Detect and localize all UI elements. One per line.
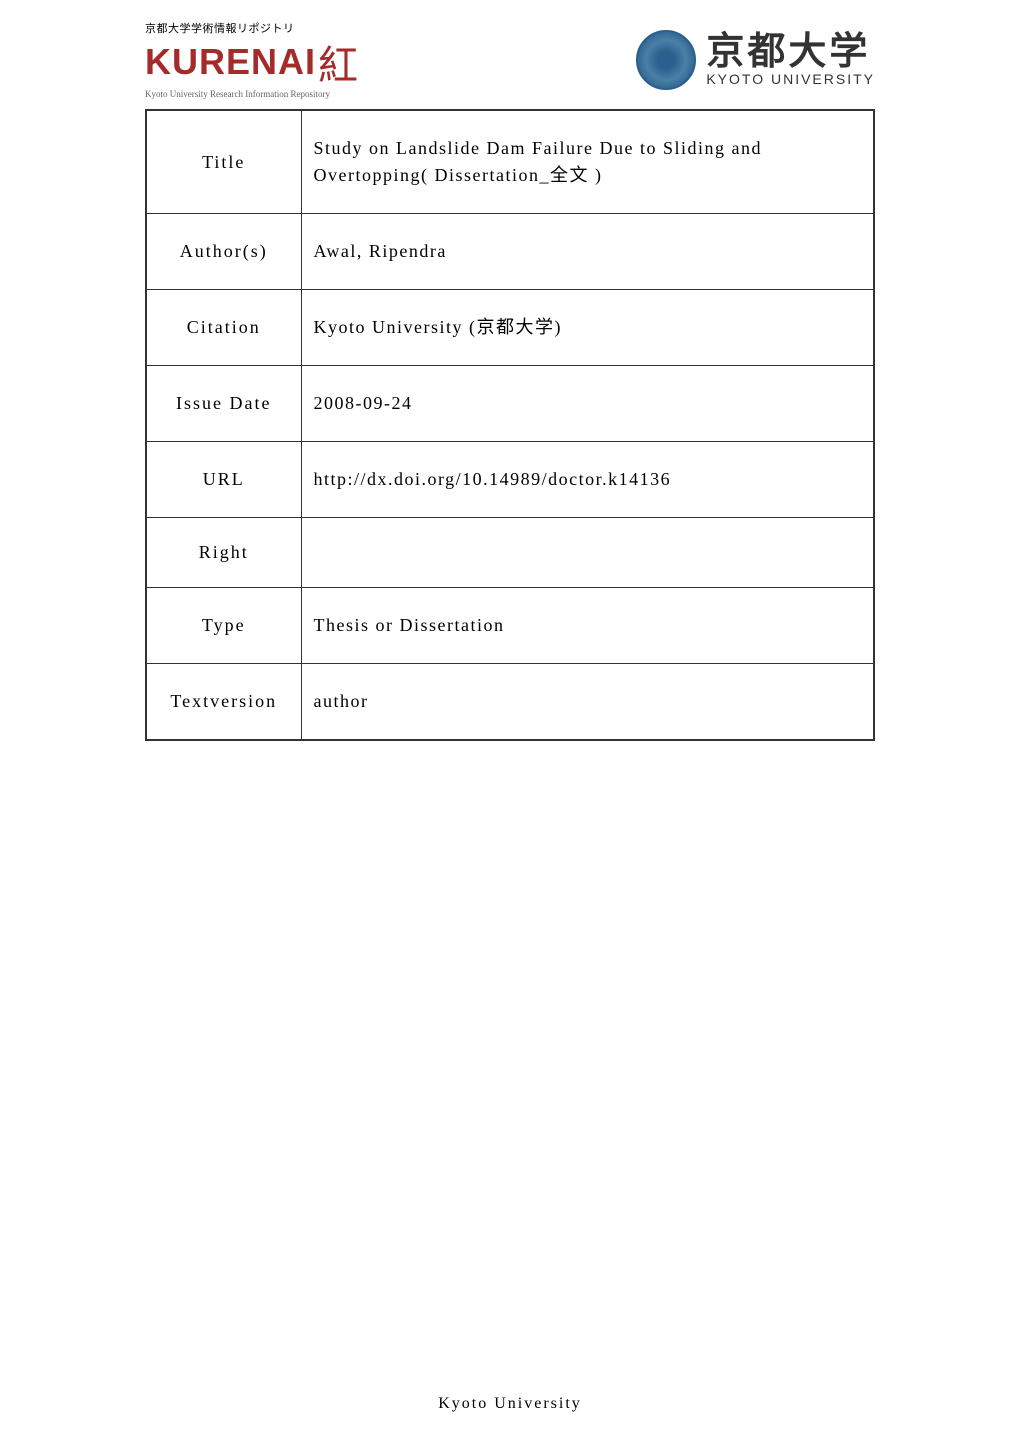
- table-row: Issue Date 2008-09-24: [146, 366, 874, 442]
- field-value-citation: Kyoto University (京都大学): [301, 290, 874, 366]
- field-label-issue-date: Issue Date: [146, 366, 301, 442]
- table-row: Right: [146, 518, 874, 588]
- field-label-type: Type: [146, 588, 301, 664]
- kurenai-main-label: KURENAI 紅: [145, 33, 358, 91]
- field-label-title: Title: [146, 110, 301, 214]
- page-footer: Kyoto University: [0, 1395, 1020, 1413]
- kyoto-text-block: 京都大学 KYOTO UNIVERSITY: [706, 33, 875, 87]
- kyoto-university-logo: 京都大学 KYOTO UNIVERSITY: [636, 30, 875, 90]
- metadata-table: Title Study on Landslide Dam Failure Due…: [145, 109, 875, 741]
- table-row: Textversion author: [146, 664, 874, 741]
- kurenai-kanji: 紅: [318, 33, 358, 91]
- table-row: URL http://dx.doi.org/10.14989/doctor.k1…: [146, 442, 874, 518]
- field-label-citation: Citation: [146, 290, 301, 366]
- kurenai-logo: 京都大学学術情報リポジトリ KURENAI 紅 Kyoto University…: [145, 20, 358, 99]
- table-row: Title Study on Landslide Dam Failure Due…: [146, 110, 874, 214]
- table-row: Author(s) Awal, Ripendra: [146, 214, 874, 290]
- field-value-title: Study on Landslide Dam Failure Due to Sl…: [301, 110, 874, 214]
- table-row: Citation Kyoto University (京都大学): [146, 290, 874, 366]
- field-label-right: Right: [146, 518, 301, 588]
- kurenai-subtitle: Kyoto University Research Information Re…: [145, 89, 330, 99]
- kyoto-english: KYOTO UNIVERSITY: [706, 71, 875, 87]
- field-value-textversion: author: [301, 664, 874, 741]
- field-value-url: http://dx.doi.org/10.14989/doctor.k14136: [301, 442, 874, 518]
- field-value-authors: Awal, Ripendra: [301, 214, 874, 290]
- field-label-url: URL: [146, 442, 301, 518]
- field-value-right: [301, 518, 874, 588]
- field-label-textversion: Textversion: [146, 664, 301, 741]
- field-label-authors: Author(s): [146, 214, 301, 290]
- kurenai-name: KURENAI: [145, 41, 316, 83]
- table-row: Type Thesis or Dissertation: [146, 588, 874, 664]
- page-header: 京都大学学術情報リポジトリ KURENAI 紅 Kyoto University…: [0, 0, 1020, 109]
- field-value-type: Thesis or Dissertation: [301, 588, 874, 664]
- kyoto-seal-icon: [636, 30, 696, 90]
- kyoto-kanji: 京都大学: [706, 33, 875, 71]
- field-value-issue-date: 2008-09-24: [301, 366, 874, 442]
